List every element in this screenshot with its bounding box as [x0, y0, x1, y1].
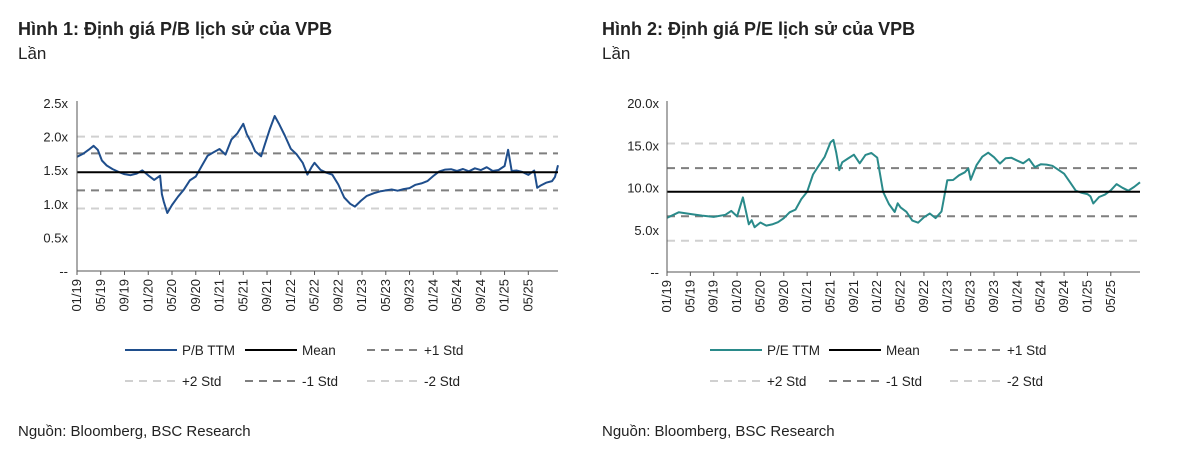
y-tick-label: --	[650, 265, 659, 280]
x-tick-label: 05/19	[682, 280, 697, 313]
p-e-ttm-series-line	[666, 138, 1141, 229]
y-tick-label: 15.0x	[627, 138, 659, 153]
x-tick-label: 09/19	[706, 280, 721, 313]
pb-chart-panel: Hình 1: Định giá P/B lịch sử của VPB Lần…	[0, 0, 585, 461]
legend-label: +1 Std	[1007, 343, 1046, 358]
y-tick-label: 20.0x	[627, 96, 659, 111]
x-tick-label: 01/23	[939, 280, 954, 313]
x-tick-label: 01/19	[659, 280, 674, 313]
pe-chart-svg: 20.0x 15.0x 10.0x 5.0x --01/19 05/19 09/19 01/2…	[627, 96, 1141, 389]
x-tick-label: 05/21	[823, 280, 838, 313]
legend-item-plusminus-2-std: +2 Std	[710, 374, 806, 389]
legend-item-plusminus-1-std: +1 Std	[950, 343, 1046, 358]
legend-label: -1 Std	[886, 374, 922, 389]
y-tick-label: --	[59, 264, 68, 279]
legend-item-mean: Mean	[245, 343, 336, 358]
x-tick-label: 05/23	[378, 279, 393, 312]
x-tick-label: 05/20	[164, 279, 179, 312]
p-b-ttm-series-line	[76, 115, 559, 214]
legend-item-minus-2-std: -2 Std	[367, 374, 460, 389]
y-tick-label: 2.5x	[43, 96, 68, 111]
x-tick-label: 05/20	[752, 280, 767, 313]
x-tick-label: 05/21	[235, 279, 250, 312]
legend-label: Mean	[886, 343, 920, 358]
x-tick-label: 05/23	[963, 280, 978, 313]
x-tick-label: 01/24	[1009, 280, 1024, 313]
x-tick-label: 01/21	[212, 279, 227, 312]
chart-title: Hình 1: Định giá P/B lịch sử của VPB	[18, 19, 333, 39]
legend-label: +2 Std	[767, 374, 806, 389]
x-tick-label: 09/23	[986, 280, 1001, 313]
legend-item-p-b-ttm: P/B TTM	[125, 343, 235, 358]
x-tick-label: 05/22	[893, 280, 908, 313]
x-tick-label: 01/21	[799, 280, 814, 313]
legend-label: -2 Std	[1007, 374, 1043, 389]
x-tick-label: 01/20	[729, 280, 744, 313]
pe-chart-panel: Hình 2: Định giá P/E lịch sử của VPB Lần…	[585, 0, 1170, 461]
x-tick-label: 05/19	[93, 279, 108, 312]
x-tick-label: 09/22	[330, 279, 345, 312]
x-tick-label: 01/25	[1079, 280, 1094, 313]
x-tick-label: 05/22	[307, 279, 322, 312]
chart-title: Hình 2: Định giá P/E lịch sử của VPB	[602, 19, 916, 39]
x-tick-label: 01/24	[425, 279, 440, 312]
legend-label: -2 Std	[424, 374, 460, 389]
x-tick-label: 09/20	[776, 280, 791, 313]
x-tick-label: 05/25	[1103, 280, 1118, 313]
legend-label: P/E TTM	[767, 343, 820, 358]
legend-label: +1 Std	[424, 343, 463, 358]
x-tick-label: 09/20	[188, 279, 203, 312]
y-tick-label: 1.5x	[43, 163, 68, 178]
legend-item-minus-1-std: -1 Std	[829, 374, 922, 389]
legend-item-p-e-ttm: P/E TTM	[710, 343, 820, 358]
chart-source: Nguồn: Bloomberg, BSC Research	[18, 423, 251, 440]
legend-item-minus-2-std: -2 Std	[950, 374, 1043, 389]
x-tick-label: 05/24	[449, 279, 464, 312]
legend-item-minus-1-std: -1 Std	[245, 374, 338, 389]
x-tick-label: 01/19	[69, 279, 84, 312]
legend-label: P/B TTM	[182, 343, 235, 358]
x-tick-label: 09/21	[846, 280, 861, 313]
x-tick-label: 09/24	[1056, 280, 1071, 313]
y-tick-label: 1.0x	[43, 197, 68, 212]
x-tick-label: 09/22	[916, 280, 931, 313]
y-tick-label: 2.0x	[43, 130, 68, 145]
x-tick-label: 01/20	[140, 279, 155, 312]
legend-item-plusminus-2-std: +2 Std	[125, 374, 221, 389]
x-tick-label: 01/22	[869, 280, 884, 313]
y-tick-label: 5.0x	[634, 223, 659, 238]
y-tick-label: 0.5x	[43, 230, 68, 245]
legend-label: Mean	[302, 343, 336, 358]
pb-chart-svg: 2.5x 2.0x 1.5x 1.0x 0.5x --01/19 05/19 09/19 01/…	[43, 96, 559, 389]
y-tick-label: 10.0x	[627, 181, 659, 196]
x-tick-label: 01/25	[497, 279, 512, 312]
chart-unit: Lần	[602, 44, 631, 63]
x-tick-label: 01/22	[283, 279, 298, 312]
x-tick-label: 05/24	[1033, 280, 1048, 313]
legend-label: +2 Std	[182, 374, 221, 389]
chart-unit: Lần	[18, 44, 47, 63]
x-tick-label: 05/25	[520, 279, 535, 312]
x-tick-label: 09/19	[117, 279, 132, 312]
legend-label: -1 Std	[302, 374, 338, 389]
x-tick-label: 09/21	[259, 279, 274, 312]
legend-item-mean: Mean	[829, 343, 920, 358]
chart-source: Nguồn: Bloomberg, BSC Research	[602, 423, 835, 440]
x-tick-label: 09/23	[402, 279, 417, 312]
x-tick-label: 01/23	[354, 279, 369, 312]
legend-item-plusminus-1-std: +1 Std	[367, 343, 463, 358]
x-tick-label: 09/24	[473, 279, 488, 312]
